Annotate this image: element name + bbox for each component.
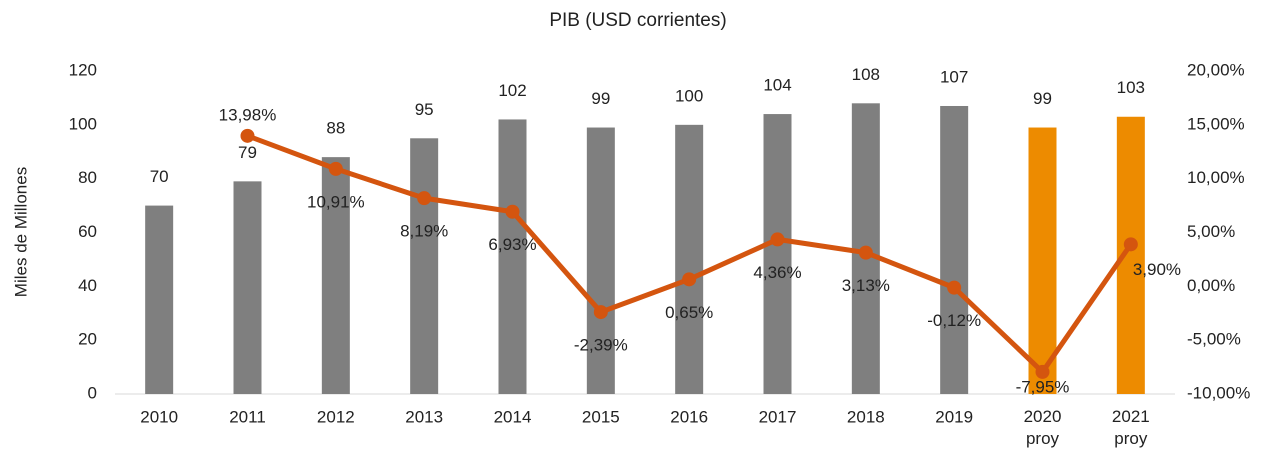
bar [763,114,792,395]
line-marker [1123,237,1138,252]
x-tick-label: 2012 [317,407,355,426]
line-value-label: -7,95% [1016,377,1070,396]
bar [586,127,615,395]
x-tick-label: 2014 [494,407,532,426]
bar [675,124,704,394]
line-value-label: -2,39% [574,336,628,355]
bar-value-label: 88 [326,119,345,138]
x-tick-label: 2019 [935,407,973,426]
y-tick-label: 100 [69,114,97,133]
bar [1028,127,1057,395]
y2-tick-label: -10,00% [1187,383,1250,402]
x-tick-label-line: 2021 [1112,407,1150,426]
y2-tick-label: 5,00% [1187,222,1235,241]
bar-value-label: 95 [415,100,434,119]
line-value-label: 13,98% [219,105,277,124]
x-tick-label-line: 2020 [1024,407,1062,426]
x-tick-label: 2013 [405,407,443,426]
bar-value-label: 79 [238,143,257,162]
line-marker [417,191,432,206]
y-tick-label: 120 [69,60,97,79]
line-value-label: 3,13% [842,276,890,295]
bar-value-label: 103 [1117,78,1145,97]
line-value-label: 6,93% [488,235,536,254]
y-tick-label: 40 [78,276,97,295]
x-tick-label: 2020 proy [1024,407,1062,448]
x-tick-label: 2010 [140,407,178,426]
line-marker [682,272,697,287]
line-value-label: 10,91% [307,192,365,211]
y2-tick-label: 0,00% [1187,276,1235,295]
y-tick-label: 60 [78,222,97,241]
bar [233,181,262,394]
line-marker [505,204,520,219]
x-tick-label: 2011 [229,407,266,426]
x-tick-label: 2015 [582,407,620,426]
x-tick-label-line: proy [1114,429,1148,448]
line-marker [770,232,785,247]
bar [940,105,969,394]
y-tick-label: 20 [78,330,97,349]
y2-tick-label: -5,00% [1187,330,1241,349]
bar-value-label: 102 [498,81,526,100]
bar [145,205,174,394]
x-tick-label: 2021 proy [1112,407,1150,448]
bar [498,119,527,394]
x-tick-label: 2018 [847,407,885,426]
x-tick-label-line: proy [1026,429,1060,448]
bar-value-label: 100 [675,86,703,105]
y-tick-label: 0 [88,383,97,402]
chart-title: PIB (USD corrientes) [549,10,726,31]
bar-value-label: 99 [1033,89,1052,108]
line-marker [947,280,962,295]
x-tick-label: 2017 [759,407,797,426]
y2-tick-label: 15,00% [1187,114,1245,133]
line-value-label: 8,19% [400,222,448,241]
line-value-label: 0,65% [665,303,713,322]
line-value-label: 4,36% [753,263,801,282]
y2-tick-label: 10,00% [1187,168,1245,187]
line-value-label: 3,90% [1133,260,1181,279]
bar-value-label: 107 [940,67,968,86]
line-marker [858,245,873,260]
line-marker [1035,364,1050,379]
bar-value-label: 70 [150,167,169,186]
bar-value-label: 99 [591,89,610,108]
y2-tick-label: 20,00% [1187,60,1245,79]
line-marker [328,161,343,176]
line-marker [593,305,608,320]
line-value-label: -0,12% [927,311,981,330]
line-marker [240,128,255,143]
bar [321,157,350,394]
x-tick-label: 2016 [670,407,708,426]
bar-value-label: 104 [763,76,791,95]
y-axis-title: Miles de Millones [11,167,30,297]
y-tick-label: 80 [78,168,97,187]
bar-value-label: 108 [852,65,880,84]
bar [410,138,439,394]
